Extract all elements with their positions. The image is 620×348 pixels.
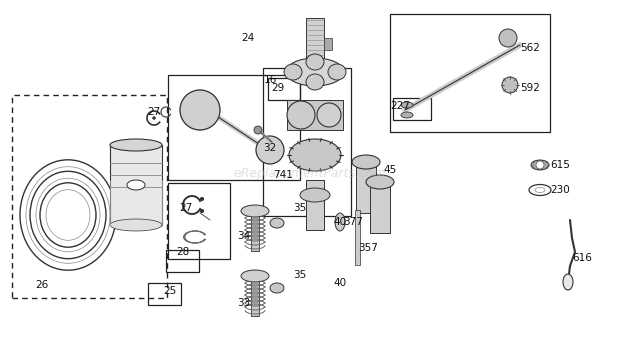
Bar (306, 18, 324, 63)
Text: 45: 45 (383, 165, 397, 175)
Text: 16: 16 (264, 75, 277, 85)
Text: 592: 592 (520, 83, 540, 93)
Text: 29: 29 (272, 83, 285, 93)
Text: 27: 27 (179, 203, 193, 213)
Circle shape (536, 161, 544, 169)
Ellipse shape (306, 74, 324, 90)
Text: 27: 27 (148, 107, 161, 117)
Ellipse shape (529, 184, 551, 196)
Ellipse shape (317, 103, 341, 127)
Text: 230: 230 (550, 185, 570, 195)
Ellipse shape (366, 175, 394, 189)
Ellipse shape (306, 54, 324, 70)
Ellipse shape (531, 160, 549, 170)
Ellipse shape (401, 102, 413, 108)
Bar (168, 183, 230, 259)
Text: 615: 615 (550, 160, 570, 170)
Ellipse shape (352, 155, 380, 169)
Text: 26: 26 (35, 280, 48, 290)
Ellipse shape (241, 205, 269, 217)
Bar (324, 38, 332, 50)
Bar (251, 276, 259, 316)
Ellipse shape (563, 274, 573, 290)
Ellipse shape (289, 139, 341, 171)
Bar (287, 100, 343, 130)
Ellipse shape (110, 139, 162, 151)
Ellipse shape (284, 64, 302, 80)
Ellipse shape (502, 77, 518, 93)
Circle shape (180, 90, 220, 130)
Ellipse shape (127, 180, 145, 190)
Bar (263, 68, 351, 216)
Text: 377: 377 (343, 217, 363, 227)
Bar (355, 210, 360, 265)
Ellipse shape (300, 188, 330, 202)
Bar (12, 95, 167, 298)
Text: 35: 35 (293, 270, 307, 280)
Ellipse shape (270, 283, 284, 293)
Ellipse shape (499, 29, 517, 47)
Ellipse shape (286, 58, 344, 86)
Ellipse shape (241, 270, 269, 282)
Ellipse shape (335, 213, 345, 231)
Circle shape (153, 117, 156, 119)
Text: 741: 741 (273, 170, 293, 180)
Ellipse shape (401, 112, 413, 118)
Text: 32: 32 (264, 143, 277, 153)
Bar (390, 14, 550, 132)
Text: 33: 33 (237, 298, 250, 308)
Ellipse shape (270, 218, 284, 228)
Text: 40: 40 (334, 278, 347, 288)
Text: eReplacementParts.com: eReplacementParts.com (234, 167, 386, 181)
Text: 616: 616 (572, 253, 592, 263)
Ellipse shape (110, 219, 162, 231)
Bar (306, 180, 324, 230)
Ellipse shape (328, 64, 346, 80)
Ellipse shape (254, 126, 262, 134)
Text: 25: 25 (164, 286, 177, 296)
Text: 34: 34 (237, 231, 250, 241)
Text: 227: 227 (390, 101, 410, 111)
Bar (148, 283, 181, 305)
Bar (356, 158, 376, 213)
Ellipse shape (535, 188, 545, 192)
Circle shape (200, 209, 203, 213)
Bar (370, 178, 390, 233)
Text: 40: 40 (334, 217, 347, 227)
Bar (168, 75, 300, 180)
Bar (110, 145, 162, 225)
Bar (251, 211, 259, 251)
Text: 35: 35 (293, 203, 307, 213)
Text: 28: 28 (176, 247, 190, 257)
Text: 24: 24 (241, 33, 255, 43)
Circle shape (256, 136, 284, 164)
Circle shape (200, 198, 203, 200)
Bar (393, 98, 431, 120)
Ellipse shape (287, 101, 315, 129)
Text: 357: 357 (358, 243, 378, 253)
Bar (166, 250, 199, 272)
Text: 562: 562 (520, 43, 540, 53)
Bar (268, 78, 300, 100)
